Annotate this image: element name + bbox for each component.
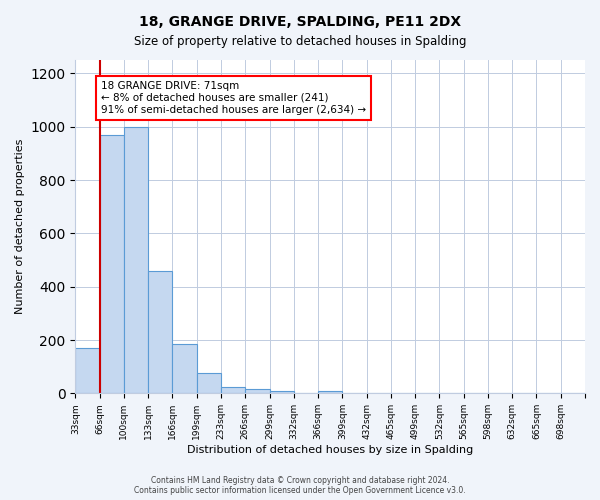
Bar [100, 134, 124, 394]
Bar [172, 344, 197, 394]
Text: Size of property relative to detached houses in Spalding: Size of property relative to detached ho… [134, 35, 466, 48]
Bar [76, 348, 100, 394]
Bar [318, 391, 343, 394]
Bar [221, 386, 245, 394]
Bar [148, 270, 172, 394]
Y-axis label: Number of detached properties: Number of detached properties [15, 139, 25, 314]
Bar [197, 374, 221, 394]
Text: 18, GRANGE DRIVE, SPALDING, PE11 2DX: 18, GRANGE DRIVE, SPALDING, PE11 2DX [139, 15, 461, 29]
Bar [269, 390, 294, 394]
Text: 18 GRANGE DRIVE: 71sqm
← 8% of detached houses are smaller (241)
91% of semi-det: 18 GRANGE DRIVE: 71sqm ← 8% of detached … [101, 82, 366, 114]
X-axis label: Distribution of detached houses by size in Spalding: Distribution of detached houses by size … [187, 445, 473, 455]
Bar [245, 390, 269, 394]
Text: Contains HM Land Registry data © Crown copyright and database right 2024.
Contai: Contains HM Land Registry data © Crown c… [134, 476, 466, 495]
Bar [124, 126, 148, 394]
